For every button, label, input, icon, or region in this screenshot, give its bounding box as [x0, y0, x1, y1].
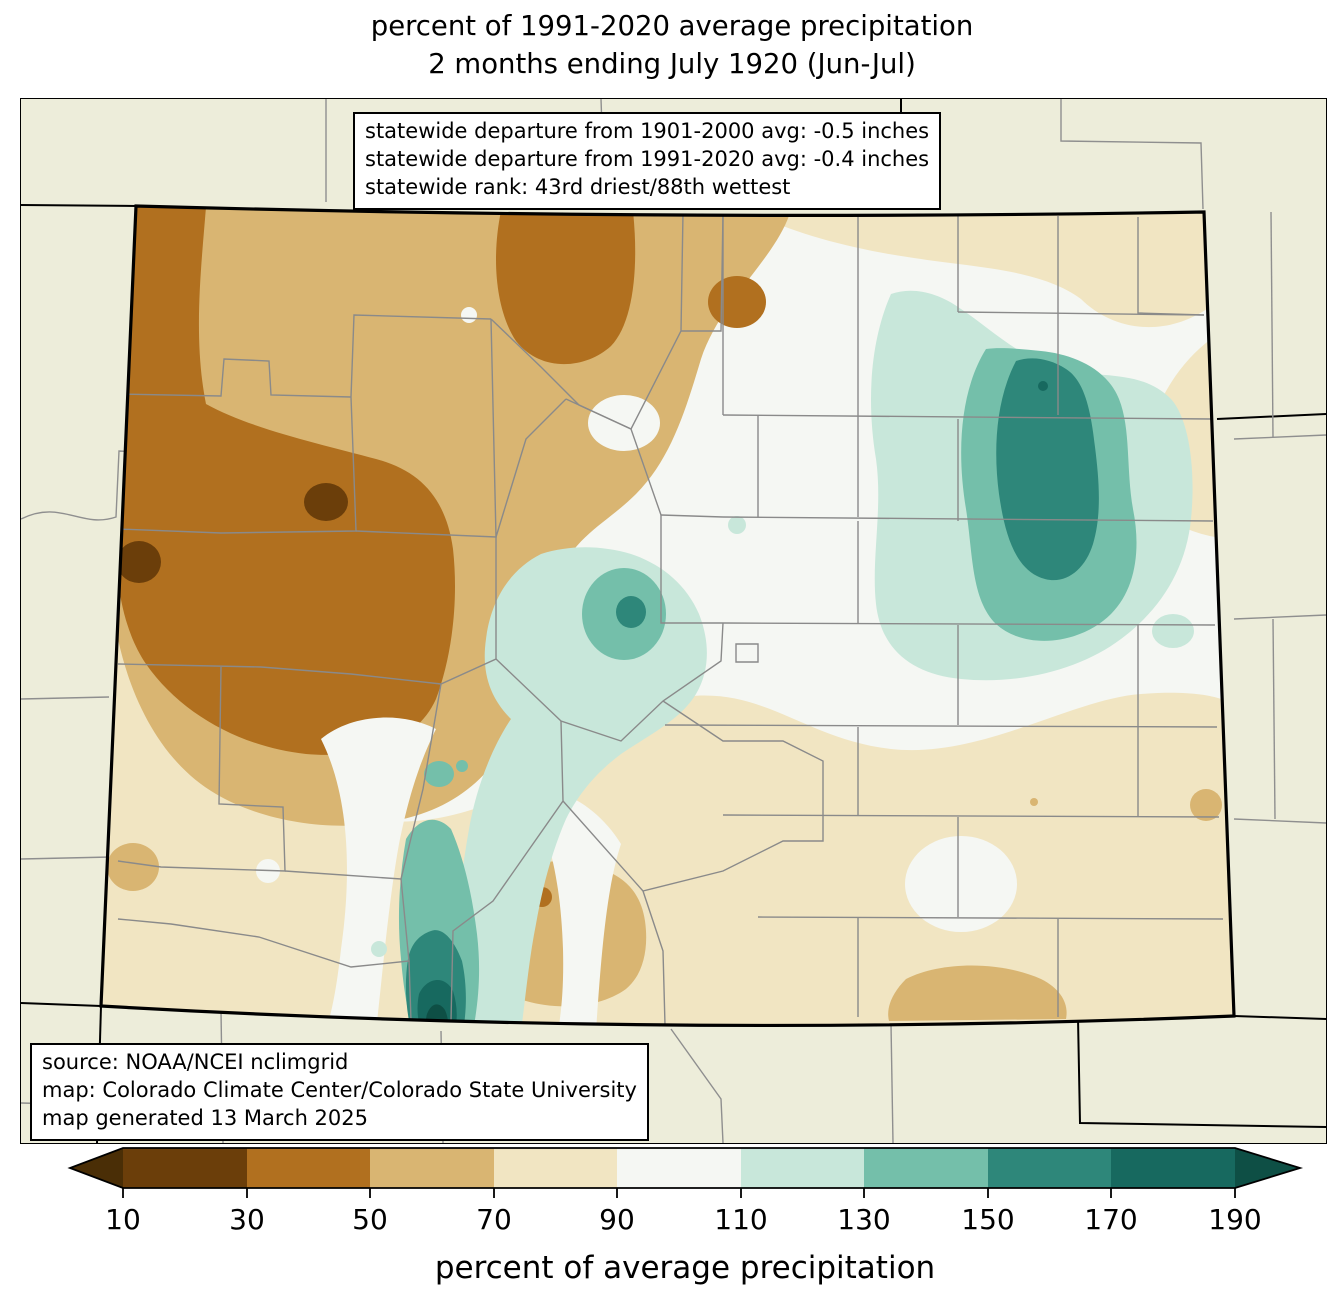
tick-label-170: 170 — [1084, 1203, 1137, 1236]
tick-label-10: 10 — [105, 1203, 141, 1236]
colorbar-segment-90-110 — [617, 1148, 741, 1188]
colorado-county-lines — [117, 212, 1224, 1026]
tick-label-50: 50 — [352, 1203, 388, 1236]
contour-10-30 — [117, 483, 348, 583]
colorbar-axis-label: percent of average precipitation — [435, 1250, 935, 1286]
colorbar-segment-10-30 — [123, 1148, 247, 1188]
colorbar-segment-130-150 — [864, 1148, 988, 1188]
tick-label-150: 150 — [961, 1203, 1014, 1236]
tick-label-70: 70 — [476, 1203, 512, 1236]
colorbar-segment-70-90 — [494, 1148, 617, 1188]
tick-label-130: 130 — [837, 1203, 890, 1236]
tick-label-110: 110 — [714, 1203, 767, 1236]
source-line: source: NOAA/NCEI nclimgrid — [42, 1050, 349, 1074]
tick-label-190: 190 — [1208, 1203, 1261, 1236]
contour-field — [101, 206, 1234, 1026]
tick-label-90: 90 — [599, 1203, 635, 1236]
colorbar-segment-150-170 — [988, 1148, 1111, 1188]
source-credit-box: source: NOAA/NCEI nclimgrid map: Colorad… — [30, 1043, 649, 1141]
colorbar-segment-110-130 — [741, 1148, 864, 1188]
map-canvas — [20, 98, 1327, 1144]
stats-line-rank: statewide rank: 43rd driest/88th wettest — [365, 174, 791, 199]
statewide-stats-box: statewide departure from 1901-2000 avg: … — [353, 112, 942, 210]
map-credit-line: map: Colorado Climate Center/Colorado St… — [42, 1077, 637, 1102]
tick-label-30: 30 — [229, 1203, 265, 1236]
colorbar-segment-30-50 — [247, 1148, 370, 1188]
figure-title: percent of 1991-2020 average precipitati… — [0, 8, 1344, 84]
stats-line-departure-1901-2000: statewide departure from 1901-2000 avg: … — [365, 119, 930, 143]
colorbar-tick-labels: 10 30 50 70 90 110 130 150 170 190 — [105, 1203, 1262, 1236]
colorbar-arrow-under-10 — [70, 1148, 123, 1188]
colorbar: 10 30 50 70 90 110 130 150 170 190 perce… — [67, 1147, 1304, 1286]
colorado-precip-map — [21, 99, 1326, 1143]
stats-line-departure-1991-2020: statewide departure from 1991-2020 avg: … — [365, 146, 930, 171]
figure-title-line2: 2 months ending July 1920 (Jun-Jul) — [428, 47, 916, 80]
colorbar-segment-170-190 — [1111, 1148, 1235, 1188]
colorbar-ticks — [122, 1188, 1236, 1198]
colorado-state-border — [99, 204, 1236, 1028]
contour-90-110-holes — [256, 307, 1017, 1026]
colorbar-segment-50-70 — [370, 1148, 494, 1188]
colorbar-arrow-over-190 — [1235, 1148, 1300, 1188]
figure-title-line1: percent of 1991-2020 average precipitati… — [370, 10, 974, 42]
map-generated-line: map generated 13 March 2025 — [42, 1105, 369, 1130]
